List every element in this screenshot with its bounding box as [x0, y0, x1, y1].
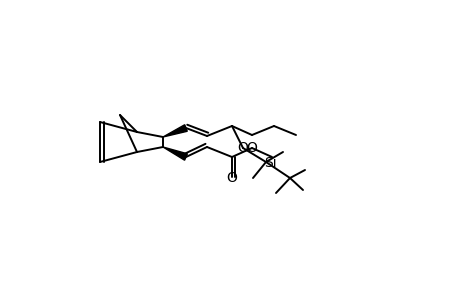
Text: O: O: [237, 141, 248, 155]
Text: Si: Si: [263, 156, 276, 170]
Text: O: O: [246, 141, 257, 155]
Polygon shape: [162, 125, 187, 137]
Polygon shape: [162, 147, 187, 160]
Text: O: O: [226, 171, 237, 185]
